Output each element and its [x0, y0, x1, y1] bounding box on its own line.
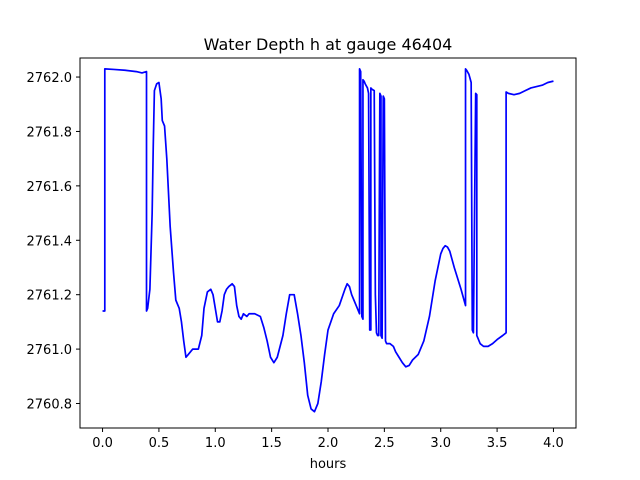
chart-title: Water Depth h at gauge 46404 [204, 35, 453, 54]
x-tick-label: 4.0 [543, 436, 564, 451]
x-tick-label: 1.0 [205, 436, 226, 451]
x-tick-label: 3.5 [487, 436, 508, 451]
y-tick-label: 2762.0 [27, 71, 73, 86]
x-tick-label: 0.5 [149, 436, 170, 451]
x-axis: 0.0 0.5 1.0 1.5 2.0 2.5 3.0 3.5 4.0 [92, 428, 564, 451]
x-tick-label: 1.5 [261, 436, 282, 451]
x-axis-title: hours [310, 457, 347, 472]
y-tick-label: 2761.4 [27, 234, 73, 249]
x-tick-label: 3.0 [430, 436, 451, 451]
x-tick-label: 2.5 [374, 436, 395, 451]
plot-area [102, 68, 554, 413]
x-tick-label: 0.0 [92, 436, 113, 451]
y-tick-label: 2761.2 [27, 289, 73, 304]
y-tick-label: 2761.6 [27, 180, 73, 195]
y-tick-label: 2761.8 [27, 125, 73, 140]
y-tick-label: 2760.8 [27, 398, 73, 413]
y-axis: 2760.8 2761.0 2761.2 2761.4 2761.6 2761.8 2762… [27, 71, 80, 413]
series-line-water-depth [102, 68, 554, 413]
y-tick-label: 2761.0 [27, 343, 73, 358]
x-tick-label: 2.0 [318, 436, 339, 451]
